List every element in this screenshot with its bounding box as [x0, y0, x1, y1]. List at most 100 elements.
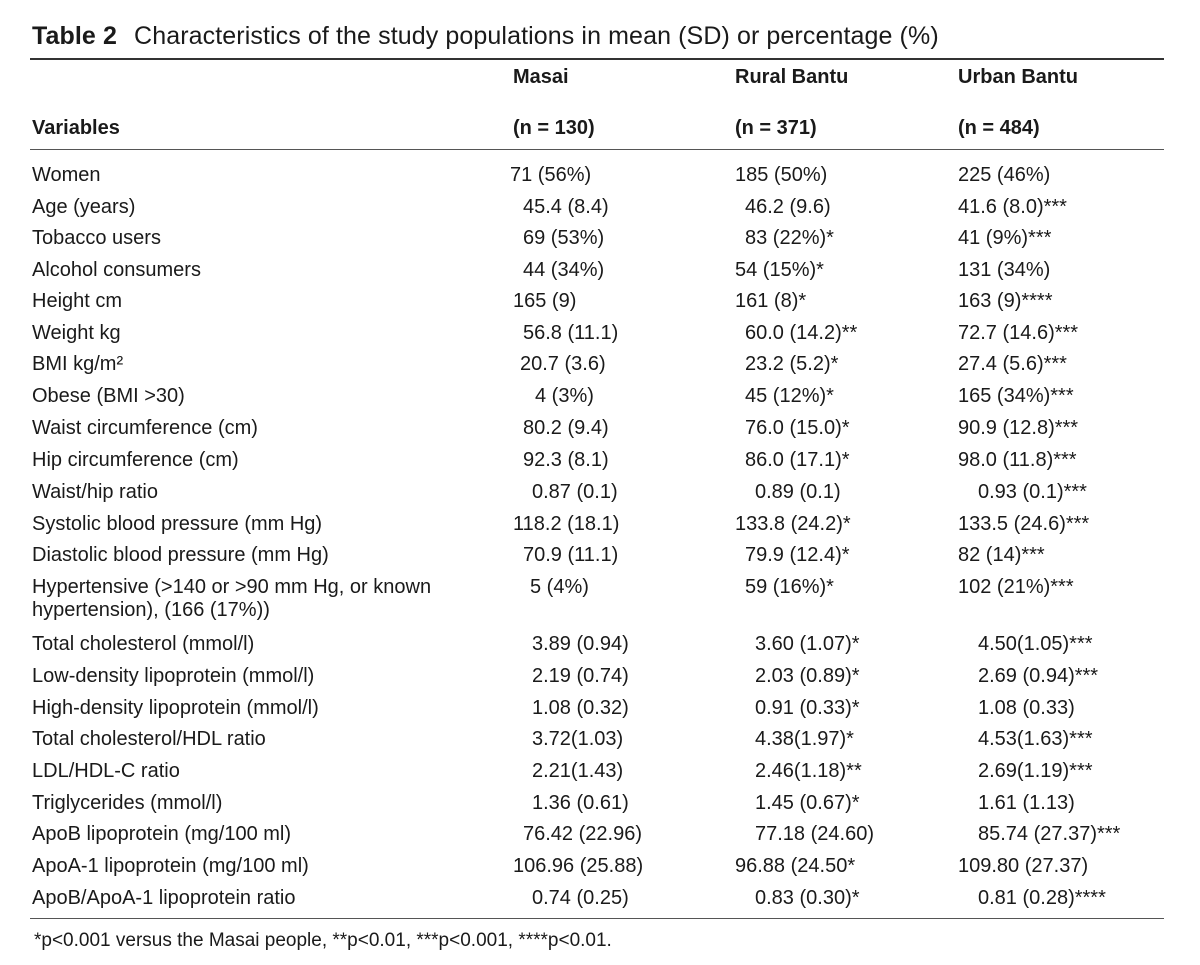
cell-urban-bantu: 1.08 (0.33) [978, 697, 1075, 719]
cell-masai: 44 (34%) [523, 259, 605, 281]
cell-masai: 80.2 (9.4) [523, 417, 609, 439]
header-urban-bantu-n: (n = 484) [958, 117, 1040, 139]
row-label: Women [32, 164, 101, 186]
cell-urban-bantu: 90.9 (12.8)*** [958, 417, 1079, 439]
row-label: Age (years) [32, 196, 136, 218]
cell-rural-bantu: 59 (16%)* [745, 576, 834, 598]
cell-urban-bantu: 1.61 (1.13) [978, 792, 1075, 814]
table-caption: Table 2 Characteristics of the study pop… [32, 22, 939, 51]
cell-urban-bantu: 109.80 (27.37) [958, 855, 1089, 877]
row-label: Waist/hip ratio [32, 481, 158, 503]
cell-urban-bantu: 163 (9)**** [958, 290, 1053, 312]
cell-rural-bantu: 46.2 (9.6) [745, 196, 831, 218]
cell-rural-bantu: 83 (22%)* [745, 227, 834, 249]
cell-urban-bantu: 0.81 (0.28)**** [978, 887, 1106, 909]
row-label: Alcohol consumers [32, 259, 201, 281]
cell-masai: 76.42 (22.96) [523, 823, 642, 845]
cell-rural-bantu: 86.0 (17.1)* [745, 449, 850, 471]
cell-masai: 0.87 (0.1) [532, 481, 618, 503]
row-label: LDL/HDL-C ratio [32, 760, 180, 782]
cell-rural-bantu: 1.45 (0.67)* [755, 792, 860, 814]
cell-masai: 165 (9) [513, 290, 577, 312]
cell-rural-bantu: 77.18 (24.60) [755, 823, 874, 845]
cell-urban-bantu: 98.0 (11.8)*** [958, 449, 1077, 471]
cell-masai: 118.2 (18.1) [513, 513, 620, 535]
row-label: Low-density lipoprotein (mmol/l) [32, 665, 315, 687]
header-urban-bantu: Urban Bantu [958, 66, 1078, 88]
cell-rural-bantu: 3.60 (1.07)* [755, 633, 860, 655]
cell-masai: 1.08 (0.32) [532, 697, 629, 719]
header-masai: Masai [513, 66, 569, 88]
cell-rural-bantu: 0.89 (0.1) [755, 481, 841, 503]
cell-rural-bantu: 23.2 (5.2)* [745, 353, 839, 375]
row-label: Total cholesterol/HDL ratio [32, 728, 266, 750]
cell-masai: 3.72(1.03) [532, 728, 624, 750]
cell-urban-bantu: 4.53(1.63)*** [978, 728, 1093, 750]
cell-urban-bantu: 133.5 (24.6)*** [958, 513, 1090, 535]
cell-masai: 4 (3%) [535, 385, 594, 407]
row-label: Waist circumference (cm) [32, 417, 258, 439]
row-label: ApoB/ApoA-1 lipoprotein ratio [32, 887, 296, 909]
row-label: Total cholesterol (mmol/l) [32, 633, 255, 655]
row-label: Hip circumference (cm) [32, 449, 239, 471]
cell-masai: 20.7 (3.6) [520, 353, 606, 375]
cell-urban-bantu: 82 (14)*** [958, 544, 1045, 566]
cell-rural-bantu: 79.9 (12.4)* [745, 544, 850, 566]
row-label: BMI kg/m² [32, 353, 124, 375]
top-rule [30, 58, 1164, 60]
header-variables: Variables [32, 117, 120, 139]
cell-masai: 3.89 (0.94) [532, 633, 629, 655]
header-rule [30, 149, 1164, 150]
cell-masai: 92.3 (8.1) [523, 449, 609, 471]
cell-masai: 1.36 (0.61) [532, 792, 629, 814]
cell-masai: 2.19 (0.74) [532, 665, 629, 687]
cell-urban-bantu: 0.93 (0.1)*** [978, 481, 1087, 503]
cell-urban-bantu: 27.4 (5.6)*** [958, 353, 1067, 375]
cell-rural-bantu: 0.83 (0.30)* [755, 887, 860, 909]
cell-urban-bantu: 131 (34%) [958, 259, 1051, 281]
cell-rural-bantu: 54 (15%)* [735, 259, 824, 281]
cell-urban-bantu: 72.7 (14.6)*** [958, 322, 1079, 344]
table-number: Table 2 [32, 22, 117, 50]
cell-urban-bantu: 225 (46%) [958, 164, 1051, 186]
footnote: *p<0.001 versus the Masai people, **p<0.… [34, 930, 612, 951]
row-label: Weight kg [32, 322, 121, 344]
cell-rural-bantu: 185 (50%) [735, 164, 828, 186]
row-label: ApoB lipoprotein (mg/100 ml) [32, 823, 292, 845]
cell-rural-bantu: 161 (8)* [735, 290, 807, 312]
cell-masai: 106.96 (25.88) [513, 855, 644, 877]
cell-urban-bantu: 2.69(1.19)*** [978, 760, 1093, 782]
cell-rural-bantu: 0.91 (0.33)* [755, 697, 860, 719]
row-label: ApoA-1 lipoprotein (mg/100 ml) [32, 855, 309, 877]
cell-masai: 71 (56%) [510, 164, 592, 186]
cell-masai: 2.21(1.43) [532, 760, 624, 782]
row-label: Systolic blood pressure (mm Hg) [32, 513, 323, 535]
cell-urban-bantu: 41 (9%)*** [958, 227, 1052, 249]
cell-rural-bantu: 133.8 (24.2)* [735, 513, 851, 535]
header-masai-n: (n = 130) [513, 117, 595, 139]
row-label: Obese (BMI >30) [32, 385, 185, 407]
cell-rural-bantu: 76.0 (15.0)* [745, 417, 850, 439]
cell-urban-bantu: 41.6 (8.0)*** [958, 196, 1067, 218]
cell-rural-bantu: 60.0 (14.2)** [745, 322, 858, 344]
cell-urban-bantu: 165 (34%)*** [958, 385, 1074, 407]
cell-masai: 5 (4%) [530, 576, 589, 598]
cell-masai: 0.74 (0.25) [532, 887, 629, 909]
row-label: Diastolic blood pressure (mm Hg) [32, 544, 329, 566]
cell-rural-bantu: 2.46(1.18)** [755, 760, 862, 782]
cell-rural-bantu: 4.38(1.97)* [755, 728, 854, 750]
table-title: Characteristics of the study populations… [134, 22, 939, 50]
cell-rural-bantu: 45 (12%)* [745, 385, 834, 407]
row-label: High-density lipoprotein (mmol/l) [32, 697, 319, 719]
cell-masai: 56.8 (11.1) [523, 322, 619, 344]
cell-urban-bantu: 102 (21%)*** [958, 576, 1074, 598]
header-rural-bantu-n: (n = 371) [735, 117, 817, 139]
cell-urban-bantu: 4.50(1.05)*** [978, 633, 1093, 655]
row-label: Height cm [32, 290, 123, 312]
cell-masai: 45.4 (8.4) [523, 196, 609, 218]
cell-rural-bantu: 96.88 (24.50* [735, 855, 856, 877]
cell-rural-bantu: 2.03 (0.89)* [755, 665, 860, 687]
row-label: Triglycerides (mmol/l) [32, 792, 223, 814]
cell-urban-bantu: 2.69 (0.94)*** [978, 665, 1099, 687]
cell-urban-bantu: 85.74 (27.37)*** [978, 823, 1121, 845]
